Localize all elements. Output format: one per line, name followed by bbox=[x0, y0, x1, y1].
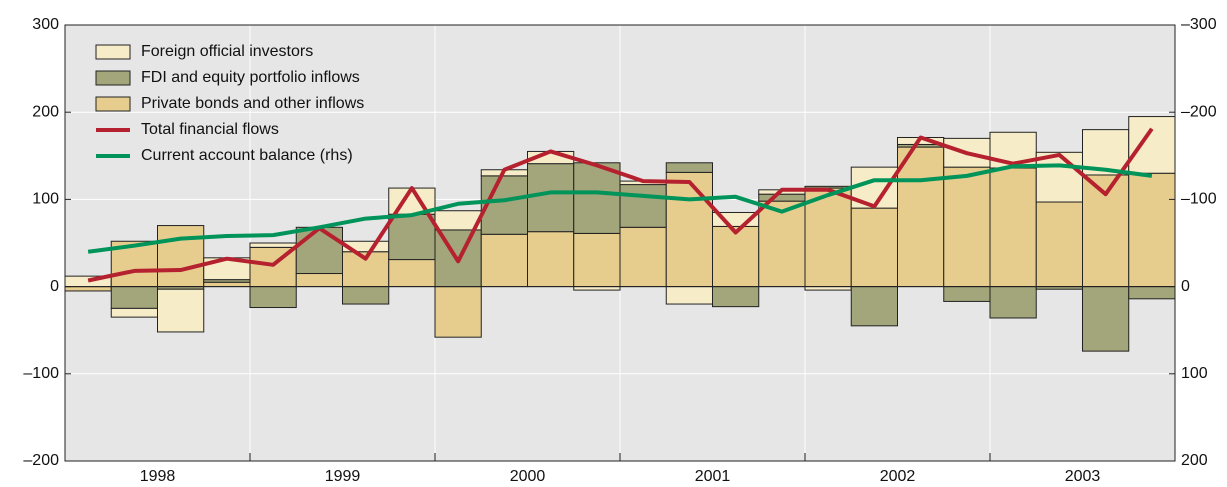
x-tick-label: 2000 bbox=[510, 468, 546, 485]
bar-segment bbox=[573, 286, 621, 291]
bar-segment bbox=[480, 233, 528, 288]
x-tick-label: 2001 bbox=[695, 468, 731, 485]
bar-segment bbox=[249, 286, 297, 309]
bar-segment bbox=[527, 163, 575, 233]
y-tick-label: –200 bbox=[23, 452, 59, 469]
y2-tick-label: –100 bbox=[1181, 191, 1217, 208]
bar-segment bbox=[850, 207, 898, 288]
y2-tick-label: 0 bbox=[1181, 278, 1190, 295]
x-tick-label: 1999 bbox=[325, 468, 361, 485]
bar-segment bbox=[1082, 286, 1130, 352]
legend-label: Private bonds and other inflows bbox=[141, 95, 364, 112]
bar-segment bbox=[758, 193, 806, 202]
legend-swatch bbox=[95, 96, 131, 112]
bar-segment bbox=[480, 175, 528, 235]
bar-segment bbox=[203, 281, 251, 288]
bar-segment bbox=[712, 225, 760, 288]
y-tick-label: –100 bbox=[23, 365, 59, 382]
legend-label: Foreign official investors bbox=[141, 43, 313, 60]
bar-segment bbox=[249, 242, 297, 248]
y-tick-label: 300 bbox=[32, 16, 59, 33]
bar-segment bbox=[434, 286, 482, 338]
y2-tick-label: 200 bbox=[1181, 452, 1208, 469]
y2-tick-label: 100 bbox=[1181, 365, 1208, 382]
bar-segment bbox=[665, 171, 713, 288]
y-tick-label: 100 bbox=[32, 191, 59, 208]
bar-segment bbox=[989, 286, 1037, 319]
bar-segment bbox=[1128, 286, 1176, 300]
bar-segment bbox=[665, 162, 713, 173]
x-tick-label: 2002 bbox=[880, 468, 916, 485]
bar-segment bbox=[943, 166, 991, 288]
bar-segment bbox=[1128, 172, 1176, 288]
y-tick-label: 200 bbox=[32, 103, 59, 120]
legend-swatch bbox=[95, 44, 131, 60]
bar-segment bbox=[943, 286, 991, 302]
bar-segment bbox=[573, 232, 621, 288]
legend-label: Current account balance (rhs) bbox=[141, 147, 353, 164]
bar-segment bbox=[527, 231, 575, 288]
bar-segment bbox=[295, 226, 343, 275]
legend-swatch bbox=[95, 70, 131, 86]
x-tick-label: 1998 bbox=[140, 468, 176, 485]
line-series bbox=[87, 163, 1153, 254]
bar-segment bbox=[1035, 151, 1083, 203]
bar-segment bbox=[1035, 201, 1083, 288]
bar-segment bbox=[850, 286, 898, 327]
y2-tick-label: –200 bbox=[1181, 103, 1217, 120]
bar-segment bbox=[665, 286, 713, 305]
legend-label: FDI and equity portfolio inflows bbox=[141, 69, 360, 86]
x-tick-label: 2003 bbox=[1065, 468, 1101, 485]
bar-segment bbox=[157, 225, 205, 288]
y2-tick-label: –300 bbox=[1181, 16, 1217, 33]
bar-segment bbox=[712, 286, 760, 308]
bar-segment bbox=[342, 286, 390, 305]
bar-segment bbox=[110, 286, 158, 309]
bar-segment bbox=[897, 146, 945, 288]
bar-segment bbox=[295, 273, 343, 288]
y-tick-label: 0 bbox=[50, 278, 59, 295]
bar-segment bbox=[804, 286, 852, 291]
legend-label: Total financial flows bbox=[141, 121, 279, 138]
bar-segment bbox=[989, 167, 1037, 288]
line-series bbox=[87, 127, 1154, 283]
bar-segment bbox=[619, 184, 667, 228]
bar-segment bbox=[804, 187, 852, 288]
bar-segment bbox=[388, 259, 436, 288]
bar-segment bbox=[64, 286, 112, 292]
bar-segment bbox=[619, 226, 667, 288]
bar-segment bbox=[573, 162, 621, 234]
bar-segment bbox=[388, 213, 436, 261]
bar-segment bbox=[157, 288, 205, 333]
bar-segment bbox=[1128, 116, 1176, 174]
bar-segment bbox=[110, 307, 158, 318]
bar-segment bbox=[758, 200, 806, 288]
